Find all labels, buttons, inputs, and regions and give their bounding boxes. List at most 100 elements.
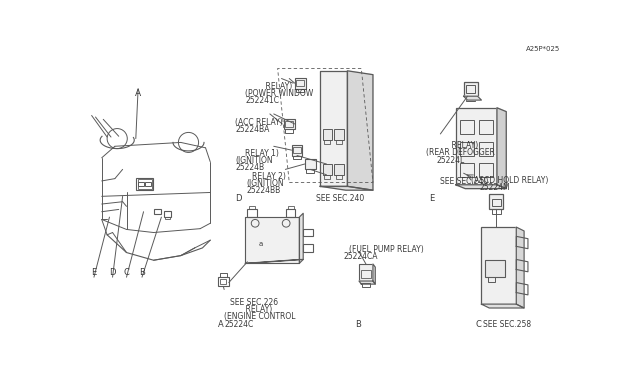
Text: RELAY): RELAY) [236,305,272,314]
Polygon shape [320,71,348,186]
Bar [293,155,301,159]
Bar [285,129,293,133]
Bar [466,96,476,101]
Text: D: D [235,194,241,203]
Bar [220,279,227,284]
Text: SEE SEC.240: SEE SEC.240 [316,194,365,203]
Bar [323,129,332,140]
Text: E: E [429,194,434,203]
Polygon shape [245,260,303,263]
Bar [324,140,330,144]
Text: (POWER WINDOW: (POWER WINDOW [245,89,314,98]
Bar [334,164,344,175]
Bar [463,82,477,96]
Text: SEE SEC.226: SEE SEC.226 [230,298,278,307]
Bar [165,217,170,219]
Polygon shape [481,304,524,308]
Text: (ACC RELAY): (ACC RELAY) [235,118,283,127]
Bar [145,182,150,186]
Bar [334,129,344,140]
Bar [323,164,332,175]
Bar [481,227,516,304]
Bar [485,260,505,277]
Text: RELAY): RELAY) [442,141,478,150]
Polygon shape [497,108,506,189]
Polygon shape [516,227,524,308]
Text: A: A [135,89,141,97]
Bar [362,270,371,278]
Bar [154,209,161,214]
Bar [286,209,296,217]
Text: RELAY): RELAY) [256,82,292,92]
Bar [249,206,255,209]
Text: 252241C: 252241C [245,96,279,105]
Text: (FUEL PUMP RELAY): (FUEL PUMP RELAY) [349,245,424,254]
Text: a: a [259,241,262,247]
Bar [466,86,476,93]
Text: C: C [476,320,481,328]
Polygon shape [463,96,481,100]
Text: SEE SEC.240: SEE SEC.240 [440,177,488,186]
Bar [303,229,312,236]
Bar [479,163,493,177]
Text: (ASCD HOLD RELAY): (ASCD HOLD RELAY) [472,176,548,185]
Text: 25224B: 25224B [235,163,264,172]
Bar [336,175,342,179]
Bar [362,283,370,287]
Bar [296,80,304,86]
Text: RELAY 2): RELAY 2) [252,173,286,182]
Polygon shape [300,213,303,263]
Bar [324,175,330,179]
Bar [220,273,227,277]
Bar [288,206,294,209]
Text: E: E [92,268,97,277]
Polygon shape [245,217,300,263]
Text: SEE SEC.258: SEE SEC.258 [483,320,531,328]
Bar [492,199,501,206]
Bar [136,178,153,190]
Text: B: B [355,320,361,328]
Bar [460,120,474,134]
Text: 25224C: 25224C [224,320,253,328]
Bar [303,244,312,252]
Bar [305,158,316,169]
Text: RELAY 1): RELAY 1) [245,150,279,158]
Text: (IGNITION: (IGNITION [235,156,273,165]
Text: 25224BA: 25224BA [235,125,269,134]
Bar [293,147,301,153]
Text: 25224M: 25224M [479,183,509,192]
Polygon shape [373,264,375,284]
Text: 25224L: 25224L [436,155,465,164]
Bar [307,169,314,173]
Text: (IGNITION: (IGNITION [246,179,284,188]
Polygon shape [320,186,373,190]
Bar [460,142,474,155]
Bar [164,211,172,217]
Text: B: B [139,268,145,277]
Bar [218,277,229,286]
Text: 25224BB: 25224BB [246,186,281,195]
Bar [479,142,493,155]
Bar [294,78,305,89]
Bar [479,120,493,134]
Bar [285,121,293,127]
Bar [492,209,501,214]
Text: 25224CA: 25224CA [344,252,378,261]
Text: D: D [109,268,116,277]
Text: (REAR DEFOGGER: (REAR DEFOGGER [426,148,495,157]
Bar [138,182,143,186]
Polygon shape [359,281,375,284]
Polygon shape [456,185,506,189]
Bar [248,209,257,217]
Bar [460,163,474,177]
Bar [336,140,342,144]
Text: C: C [124,268,129,277]
Bar [489,194,503,209]
Text: A25P*025: A25P*025 [525,46,560,52]
Text: A: A [218,320,224,328]
Bar [456,108,497,185]
Text: (ENGINE CONTROL: (ENGINE CONTROL [224,312,296,321]
Polygon shape [348,71,373,190]
Bar [292,145,303,155]
Bar [284,119,294,129]
